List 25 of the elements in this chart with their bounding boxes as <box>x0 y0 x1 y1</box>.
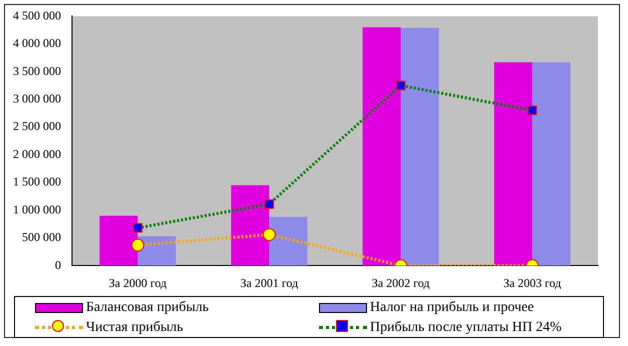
y-tick-label: 3 000 000 <box>13 91 61 106</box>
y-tick-label: 2 500 000 <box>13 119 61 134</box>
bar <box>269 216 308 266</box>
x-tick-label: За 2000 год <box>108 276 167 290</box>
legend-label: Балансовая прибыль <box>86 299 209 318</box>
legend-label: Чистая прибыль <box>86 318 184 337</box>
y-tick-label: 4 000 000 <box>13 36 61 50</box>
x-tick-label: За 2003 год <box>503 276 562 290</box>
x-tick-label: За 2001 год <box>240 276 298 290</box>
x-tick-label: За 2002 год <box>372 276 430 290</box>
y-tick-label: 2 000 000 <box>13 146 61 161</box>
bar <box>362 27 401 266</box>
legend-label: Налог на прибыль и прочее <box>370 299 534 318</box>
bar <box>231 185 270 266</box>
y-tick-label: 1 500 000 <box>13 174 61 189</box>
bar <box>100 216 138 266</box>
y-tick-label: 4 500 000 <box>13 8 61 22</box>
y-tick-label: 1 000 000 <box>13 202 61 216</box>
bar <box>494 62 532 266</box>
bar <box>532 62 570 266</box>
y-tick-label: 500 000 <box>22 230 61 244</box>
legend-label: Прибыль после уплаты НП 24% <box>370 318 562 337</box>
bar <box>400 28 439 266</box>
y-tick-label: 0 <box>55 258 61 272</box>
y-tick-label: 3 500 000 <box>13 64 61 78</box>
